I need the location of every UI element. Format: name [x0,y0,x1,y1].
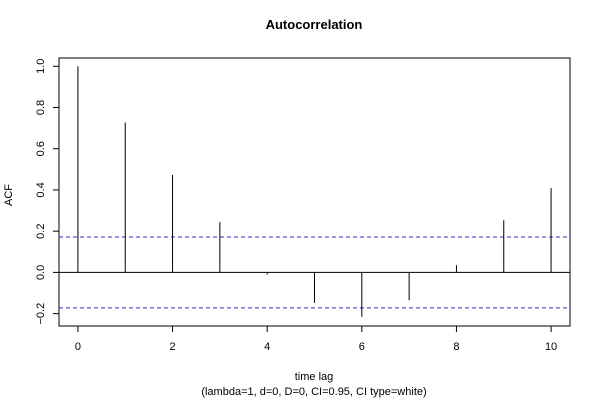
x-tick-label: 6 [359,341,365,353]
x-tick-label: 2 [169,341,175,353]
x-tick-label: 8 [453,341,459,353]
chart-title: Autocorrelation [266,17,363,32]
y-tick-label: −0.2 [35,303,47,325]
y-tick-label: 0.8 [35,100,47,115]
y-tick-label: 1.0 [35,59,47,74]
y-tick-label: 0.6 [35,141,47,156]
y-tick-label: 0.4 [35,182,47,197]
y-tick-label: 0.2 [35,224,47,239]
x-tick-label: 10 [545,341,557,353]
x-axis-label: time lag [295,371,334,383]
x-tick-label: 4 [264,341,270,353]
chart-subtitle: (lambda=1, d=0, D=0, CI=0.95, CI type=wh… [201,386,426,398]
plot-area: 0 2 4 6 8 10 −0.2 0.0 0.2 0.4 0.6 0.8 1.0 [35,57,571,353]
y-axis-label: ACF [3,184,15,206]
x-tick-label: 0 [75,341,81,353]
plot-frame [58,57,571,327]
y-tick-label: 0.0 [35,265,47,280]
